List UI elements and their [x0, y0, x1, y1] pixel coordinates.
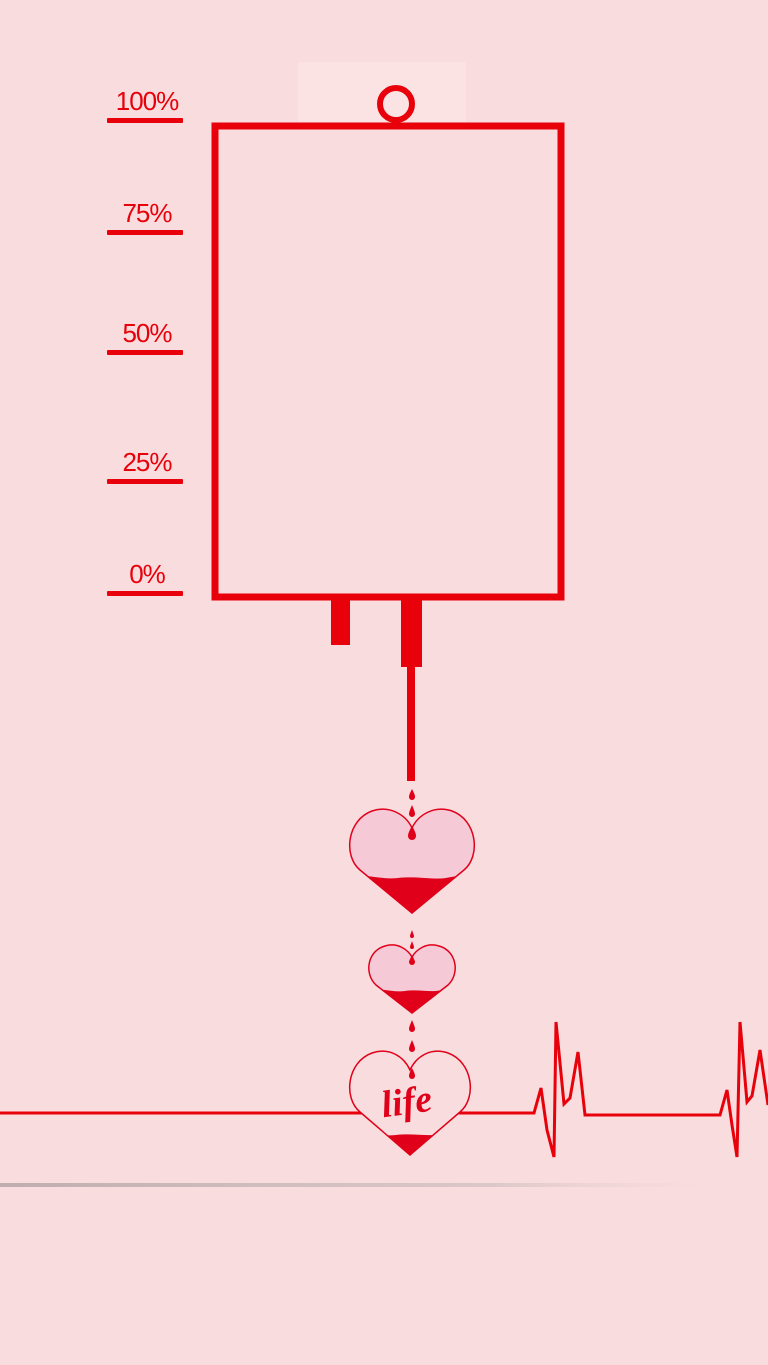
drip-drop: [409, 955, 415, 965]
middle-heart-blood: [368, 987, 456, 1013]
drip-drop: [409, 805, 415, 817]
scale-mark-50: 50%: [107, 318, 183, 362]
scale-label-50: 50%: [122, 318, 172, 348]
scale-line-0: [107, 591, 183, 596]
life-heart-blood: [349, 1131, 471, 1155]
scale-label-100: 100%: [115, 86, 180, 116]
life-logo: life: [379, 1078, 435, 1127]
scale-line-100: [107, 118, 183, 123]
percentage-scale: 100% 75% 50% 25% 0%: [0, 0, 200, 640]
scale-mark-75: 75%: [107, 198, 183, 242]
scale-line-75: [107, 230, 183, 235]
drip-drop: [409, 1068, 415, 1079]
iv-tube: [407, 667, 415, 781]
scale-label-75: 75%: [122, 198, 172, 228]
drip-drop: [410, 930, 414, 938]
scale-mark-25: 25%: [107, 447, 183, 491]
drip-drop: [410, 941, 414, 949]
scale-line-25: [107, 479, 183, 484]
drip-drop: [408, 826, 416, 840]
heartbeat-line: [0, 1021, 768, 1158]
scale-label-25: 25%: [122, 447, 172, 477]
drip-drop: [409, 789, 415, 800]
scale-mark-0: 0%: [107, 559, 183, 603]
iv-bag: [211, 122, 565, 601]
floor-shadow: [0, 1183, 700, 1187]
top-heart: [348, 808, 476, 914]
bag-port-left: [331, 597, 350, 645]
scale-line-50: [107, 350, 183, 355]
hanger-ring: [377, 85, 415, 123]
drip-drop: [409, 1020, 415, 1032]
top-heart-blood: [349, 875, 475, 913]
drip-drop: [409, 1040, 415, 1052]
scale-mark-100: 100%: [107, 86, 183, 130]
scale-label-0: 0%: [129, 559, 166, 589]
bag-port-right: [401, 597, 422, 667]
life-heart: life: [348, 1050, 472, 1156]
middle-heart: [368, 944, 456, 1014]
